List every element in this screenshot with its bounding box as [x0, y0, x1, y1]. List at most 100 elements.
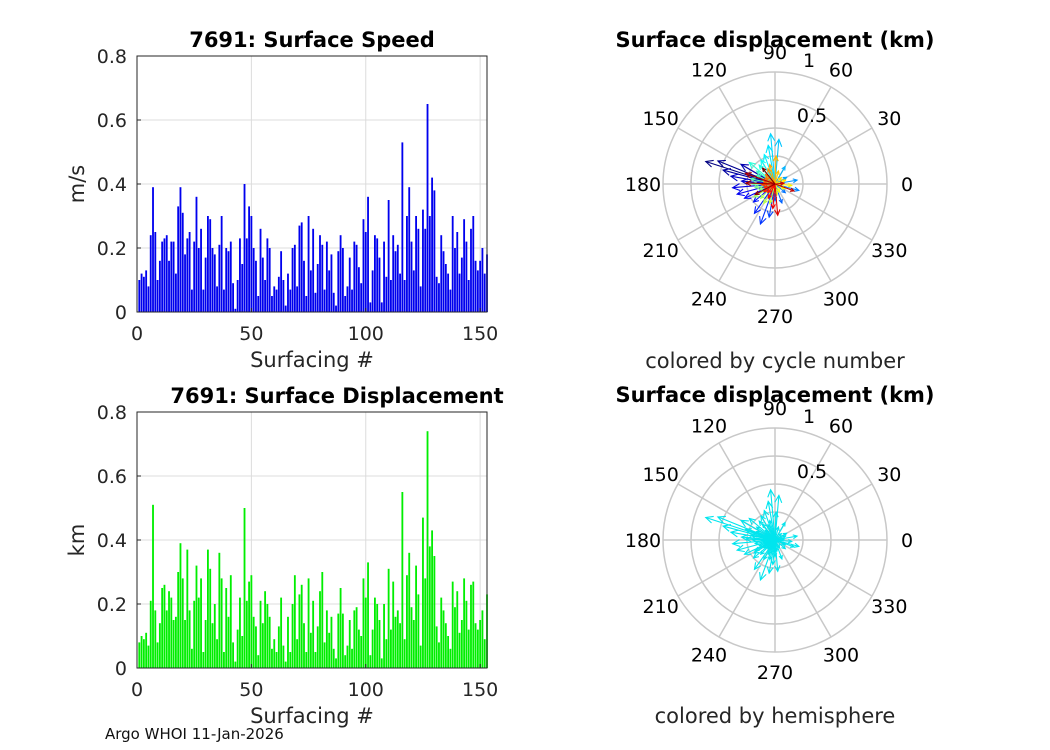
displacement-bar [250, 575, 253, 668]
displacement-bar [252, 616, 255, 668]
polar-cycle-angle-label: 330 [871, 240, 907, 262]
displacement-bar [204, 620, 207, 668]
speed-ticks: 0 0.2 0.4 0.6 0.8 0 50 100 150 [97, 46, 498, 345]
displacement-bar [271, 648, 273, 668]
polar-cycle-arrow [768, 163, 776, 185]
speed-ytick-label: 0.6 [97, 110, 127, 132]
displacement-xtick-label: 0 [131, 679, 143, 701]
displacement-bar [378, 620, 381, 668]
speed-bar [481, 248, 484, 312]
displacement-ticks: 0 0.2 0.4 0.6 0.8 0 50 100 150 [97, 402, 498, 701]
displacement-bar [335, 658, 337, 668]
displacement-xtick-label: 150 [462, 679, 498, 701]
speed-bar [392, 235, 395, 312]
displacement-bar [424, 578, 427, 668]
polar-hemisphere-arrow [774, 532, 783, 541]
displacement-bar [190, 648, 193, 668]
speed-bar [161, 241, 164, 312]
speed-bar [364, 232, 367, 312]
speed-bar [168, 260, 170, 312]
speed-bar [188, 232, 191, 312]
speed-bar [223, 289, 225, 312]
speed-bar [341, 248, 344, 312]
speed-bar [152, 187, 154, 312]
displacement-chart-title: 7691: Surface Displacement [170, 384, 503, 408]
speed-bar [463, 219, 466, 312]
polar-hemisphere-radius-label: 1 [803, 406, 815, 428]
speed-bar [293, 244, 296, 312]
displacement-bar [383, 604, 385, 668]
polar-cycle-arrow [744, 180, 776, 187]
speed-bar [211, 248, 214, 312]
polar-cycle-arrow [754, 183, 776, 196]
polar-hemisphere-arrow [767, 488, 776, 541]
displacement-bar [314, 652, 317, 668]
polar-cycle-arrow [765, 144, 776, 185]
displacement-bar [319, 591, 321, 668]
polar-hemisphere-labels: 0 30 60 90 120 150 180 210 240 270 300 330 0.5 1 [625, 398, 913, 684]
speed-bar [229, 241, 232, 312]
displacement-bar [447, 636, 450, 668]
displacement-bar [284, 661, 287, 668]
displacement-bar [220, 578, 223, 668]
footer-credit: Argo WHOI 11-Jan-2026 [105, 725, 284, 743]
speed-bar [483, 273, 486, 312]
speed-bar [277, 276, 280, 312]
speed-bar [383, 241, 385, 312]
displacement-bars [138, 431, 488, 668]
speed-bar [335, 305, 337, 312]
displacement-bar [422, 517, 424, 668]
displacement-bar [147, 645, 150, 668]
polar-cycle-caption: colored by cycle number [645, 349, 905, 373]
polar-hemisphere-caption: colored by hemisphere [655, 704, 896, 728]
speed-bar [412, 270, 415, 312]
displacement-bar [211, 623, 214, 668]
speed-xtick-label: 100 [348, 323, 384, 345]
speed-bar [406, 216, 408, 312]
polar-hemisphere-angle-label: 120 [691, 416, 727, 438]
speed-bar [337, 251, 340, 312]
speed-bar [479, 260, 482, 312]
speed-bar [396, 244, 399, 312]
displacement-bar [328, 632, 331, 668]
displacement-bar [197, 597, 200, 668]
speed-bar [371, 270, 374, 312]
displacement-bar [142, 639, 145, 668]
speed-bar [472, 216, 475, 312]
displacement-bar [213, 604, 216, 668]
speed-bar [440, 235, 443, 312]
polar-cycle-arrow [767, 132, 776, 185]
displacement-bar [227, 616, 230, 668]
speed-bar [465, 241, 468, 312]
speed-bar [289, 289, 292, 312]
polar-cycle-arrows [704, 132, 801, 226]
displacement-bar [225, 588, 228, 668]
displacement-bar [165, 610, 168, 668]
speed-bar [403, 280, 406, 312]
polar-hemisphere-arrow [774, 539, 781, 549]
polar-cycle-arrow [744, 172, 776, 185]
polar-cycle-angle-label: 90 [763, 42, 787, 64]
speed-bar [232, 283, 234, 312]
displacement-bar [138, 642, 141, 668]
displacement-bar [296, 639, 299, 668]
speed-bar [170, 241, 173, 312]
polar-cycle-arrow [767, 167, 776, 185]
speed-bar [154, 232, 157, 312]
displacement-bar [223, 652, 225, 668]
displacement-bar [207, 549, 209, 668]
speed-bar [163, 238, 166, 312]
polar-hemisphere-arrow [765, 500, 776, 541]
polar-hemisphere-arrows [704, 488, 801, 582]
speed-bar [204, 257, 207, 312]
polar-hemisphere-arrow [744, 528, 776, 541]
polar-hemisphere-spoke [774, 539, 873, 597]
displacement-bar [392, 581, 395, 668]
displacement-bar [438, 642, 440, 668]
polar-hemisphere-arrow [744, 536, 776, 543]
speed-bar [266, 238, 269, 312]
speed-bar [248, 206, 251, 312]
displacement-bar [433, 556, 436, 668]
speed-bar [145, 270, 148, 312]
speed-bar [213, 254, 216, 312]
